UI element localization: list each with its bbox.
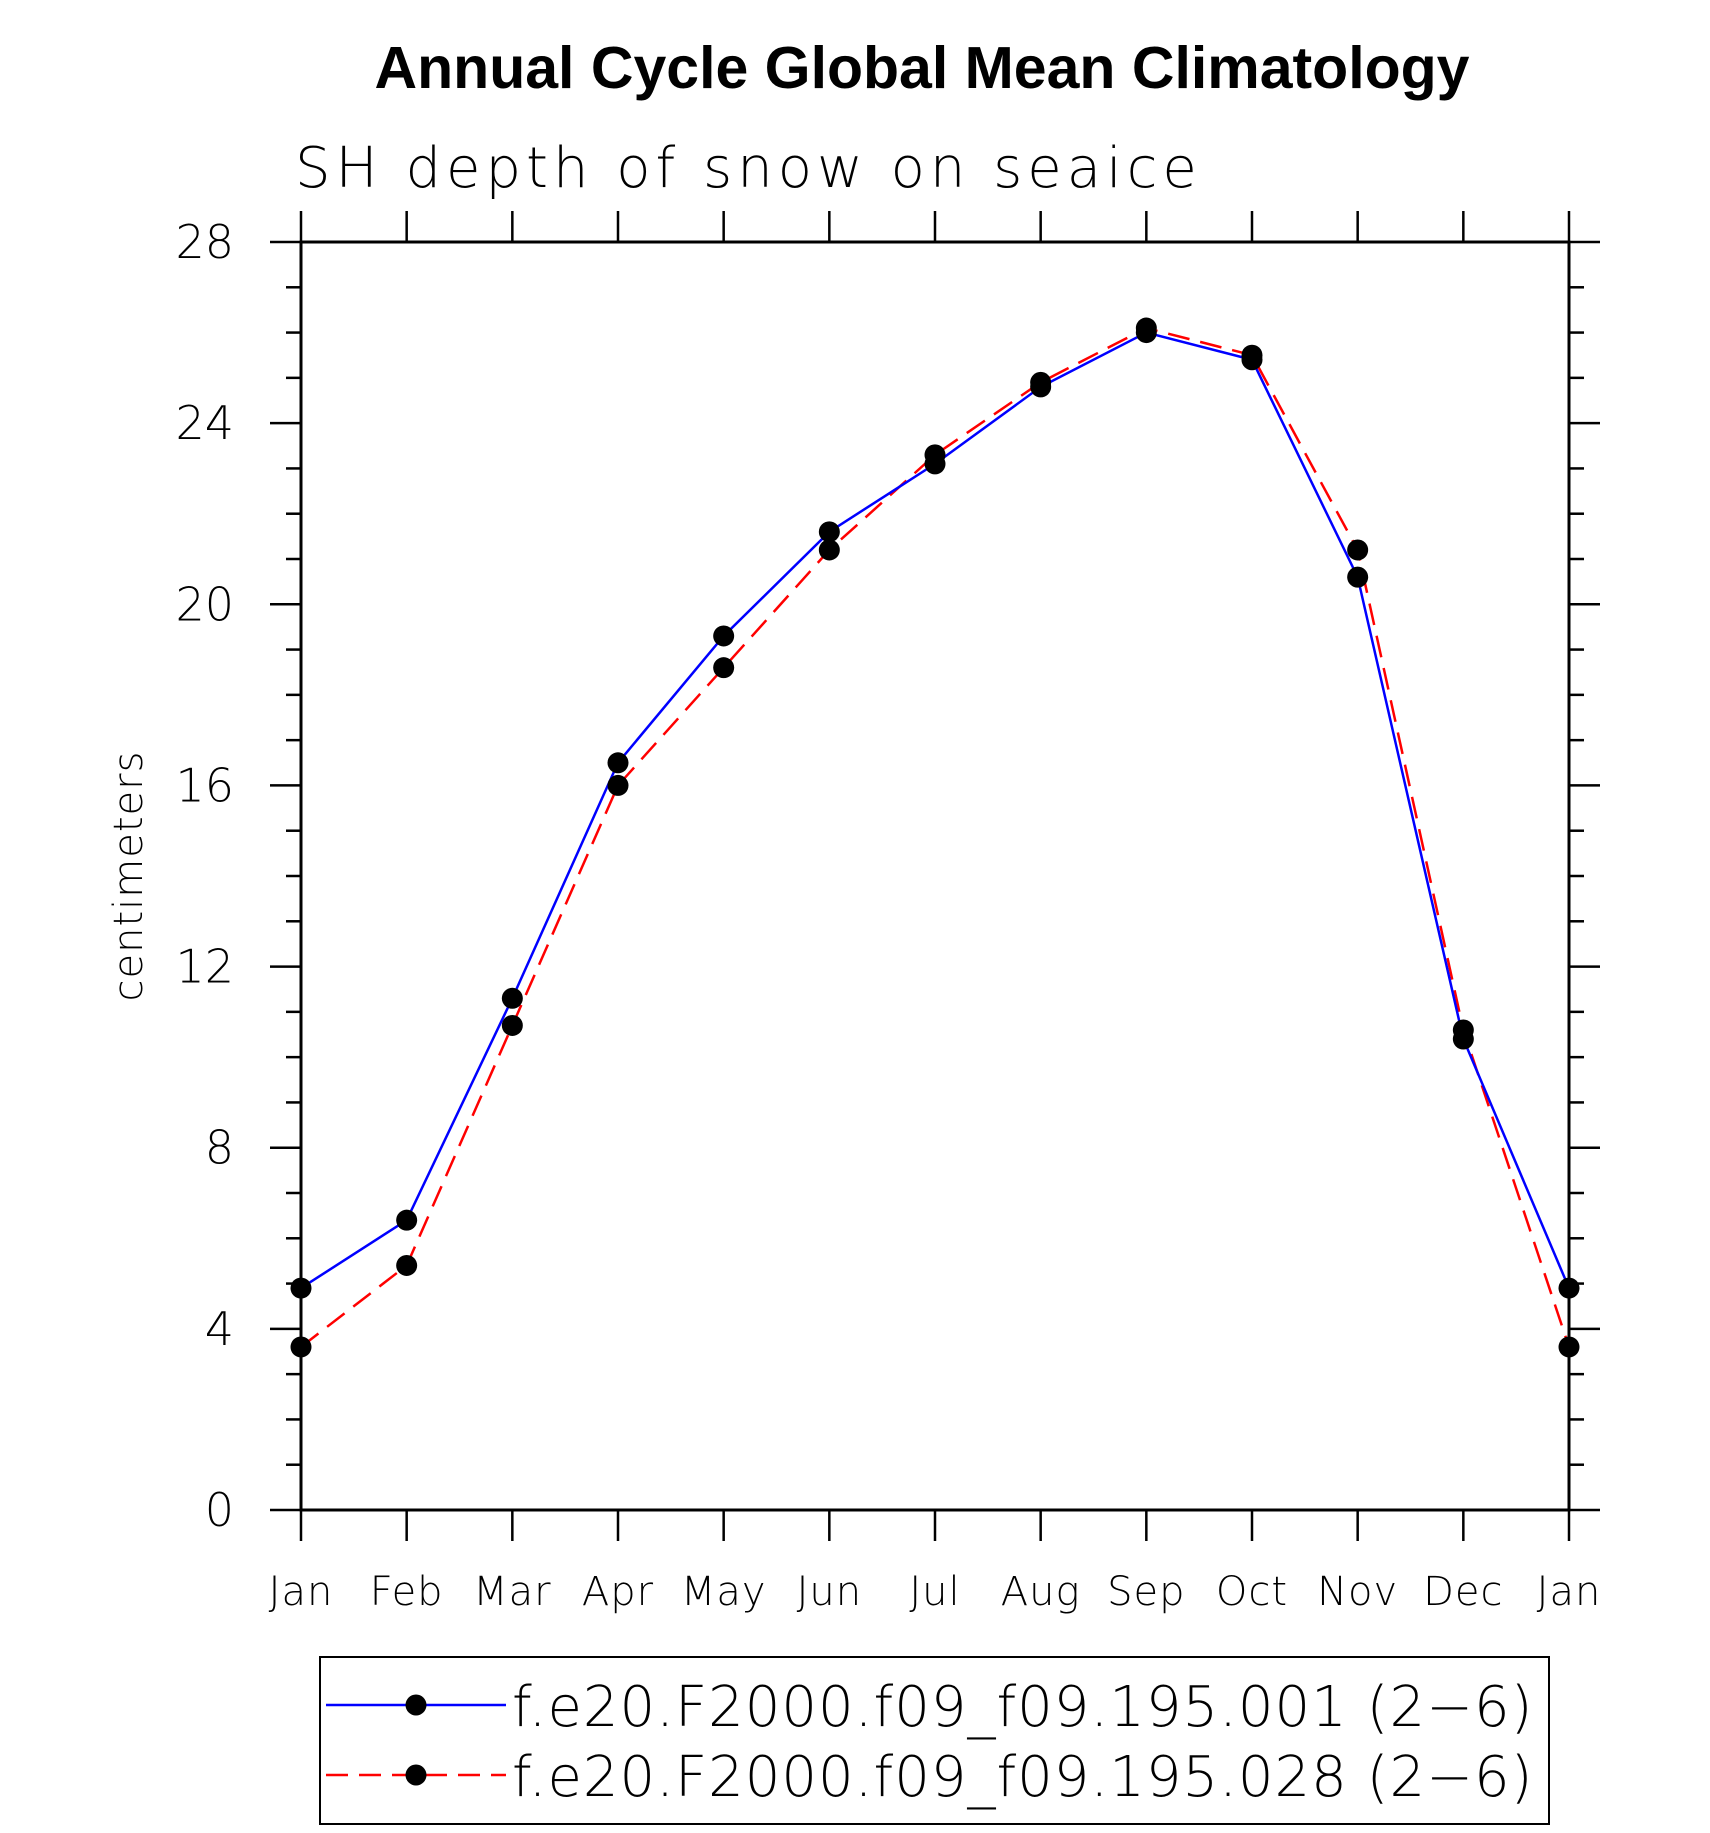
y-tick-label: 28 xyxy=(175,215,234,269)
data-point xyxy=(290,1277,312,1299)
x-tick-label: Aug xyxy=(1001,1569,1081,1615)
axis-ticks xyxy=(270,211,1600,1541)
data-point xyxy=(1135,317,1157,339)
y-axis-label: centimeters xyxy=(106,751,152,1002)
data-point xyxy=(1558,1277,1580,1299)
y-tick-labels: 0 4 8 12 16 20 24 28 xyxy=(175,215,234,1537)
legend-items: f.e20.F2000.f09_f09.195.001 (2−6)f.e20.F… xyxy=(326,1675,1533,1810)
plot-frame xyxy=(299,240,1571,1512)
data-point xyxy=(396,1254,418,1276)
y-tick-label: 12 xyxy=(175,940,234,994)
data-point xyxy=(396,1209,418,1231)
data-point xyxy=(501,1014,523,1036)
series-line xyxy=(300,331,1571,1290)
x-tick-label: Mar xyxy=(473,1569,551,1615)
data-point xyxy=(1030,371,1052,393)
x-tick-label: Oct xyxy=(1216,1569,1288,1615)
data-point xyxy=(1558,1336,1580,1358)
y-tick-label: 4 xyxy=(205,1302,234,1356)
data-point xyxy=(713,625,735,647)
y-tick-label: 20 xyxy=(175,577,234,631)
y-tick-label: 16 xyxy=(175,758,234,812)
x-tick-label: Nov xyxy=(1317,1569,1398,1615)
x-tick-label: Jan xyxy=(269,1569,334,1615)
data-point xyxy=(818,521,840,543)
data-point xyxy=(607,774,629,796)
y-tick-label: 0 xyxy=(205,1483,234,1537)
data-point xyxy=(501,987,523,1009)
legend-label: f.e20.F2000.f09_f09.195.001 (2−6) xyxy=(512,1675,1533,1740)
x-tick-label: May xyxy=(681,1569,767,1615)
x-tick-label: Jan xyxy=(1537,1569,1602,1615)
legend-label: f.e20.F2000.f09_f09.195.028 (2−6) xyxy=(512,1745,1533,1810)
series-line xyxy=(300,326,1571,1348)
x-tick-label: Sep xyxy=(1107,1569,1185,1615)
x-tick-label: Apr xyxy=(582,1569,654,1615)
data-point xyxy=(924,444,946,466)
y-tick-label: 24 xyxy=(175,396,234,450)
data-point xyxy=(290,1336,312,1358)
data-point xyxy=(1347,566,1369,588)
chart-subtitle: SH depth of snow on seaice xyxy=(295,136,1202,201)
data-point xyxy=(1347,539,1369,561)
legend-box xyxy=(319,1656,1550,1825)
x-tick-label: Feb xyxy=(370,1569,444,1615)
y-tick-label: 8 xyxy=(205,1121,234,1175)
x-tick-label: Jun xyxy=(797,1569,863,1615)
data-point xyxy=(1452,1019,1474,1041)
x-tick-label: Jul xyxy=(909,1569,960,1615)
legend-marker xyxy=(405,1764,427,1786)
x-tick-labels: Jan Feb Mar Apr May Jun Jul Aug Sep Oct Nov Dec Jan xyxy=(269,1569,1602,1615)
data-point xyxy=(713,657,735,679)
data-point xyxy=(818,539,840,561)
series-layer xyxy=(290,317,1580,1358)
legend: f.e20.F2000.f09_f09.195.001 (2−6)f.e20.F… xyxy=(319,1656,1550,1825)
x-tick-label: Dec xyxy=(1423,1569,1503,1615)
data-point xyxy=(607,752,629,774)
legend-marker xyxy=(405,1694,427,1716)
data-point xyxy=(1241,344,1263,366)
chart-title: Annual Cycle Global Mean Climatology xyxy=(375,35,1470,101)
